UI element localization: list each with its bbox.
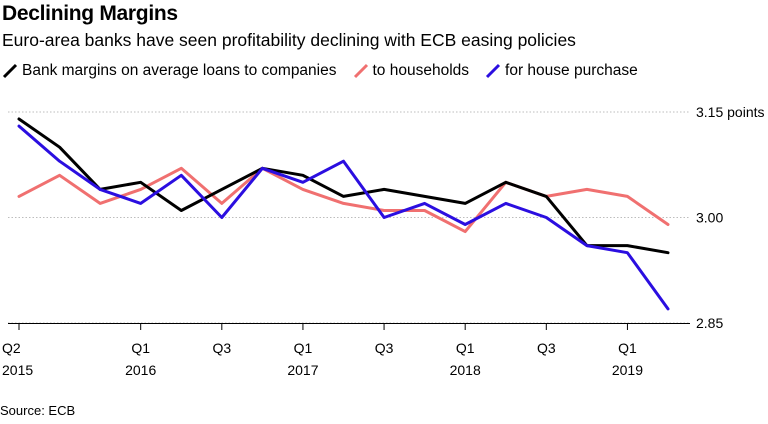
y-tick-label: 2.85: [696, 315, 723, 331]
legend-item-households: to households: [353, 62, 470, 80]
legend-swatch-house-purchase: [485, 63, 501, 79]
x-tick-label-year: 2017: [287, 362, 318, 378]
x-tick-label-year: 2015: [2, 362, 33, 378]
legend-swatch-households: [353, 63, 368, 79]
source-note: Source: ECB: [0, 403, 76, 418]
series-line-bank-margins-on-average-loans-to-companies: [17, 117, 670, 255]
x-tick-label-year: 2019: [612, 362, 643, 378]
x-tick-label: Q2: [2, 340, 21, 356]
x-tick-label: Q1: [294, 340, 313, 356]
legend: Bank margins on average loans to compani…: [2, 62, 654, 80]
legend-label-households: to households: [372, 62, 470, 79]
series-line-to-households: [17, 166, 670, 234]
legend-swatch-companies: [2, 63, 18, 79]
chart-subtitle: Euro-area banks have seen profitability …: [2, 30, 576, 50]
x-tick-label: Q3: [212, 340, 231, 356]
legend-label-companies: Bank margins on average loans to compani…: [22, 62, 337, 79]
x-tick-label: Q1: [456, 340, 475, 356]
x-tick-label: Q3: [375, 340, 394, 356]
chart-title: Declining Margins: [2, 2, 178, 25]
x-tick-label: Q1: [618, 340, 637, 356]
legend-item-house-purchase: for house purchase: [485, 62, 638, 80]
y-tick-label: 3.15 points: [696, 104, 765, 120]
legend-swatch-households-line: [353, 63, 368, 79]
x-tick-label-year: 2016: [125, 362, 156, 378]
legend-item-companies: Bank margins on average loans to compani…: [2, 62, 337, 80]
series-line-for-house-purchase: [17, 124, 670, 311]
legend-swatch-house-purchase-line: [485, 63, 501, 79]
y-tick-label: 3.00: [696, 210, 723, 226]
legend-label-house-purchase: for house purchase: [505, 62, 638, 79]
x-tick-label-year: 2018: [450, 362, 481, 378]
x-tick-label: Q1: [131, 340, 150, 356]
legend-swatch-companies-line: [2, 63, 18, 79]
x-tick-label: Q3: [537, 340, 556, 356]
